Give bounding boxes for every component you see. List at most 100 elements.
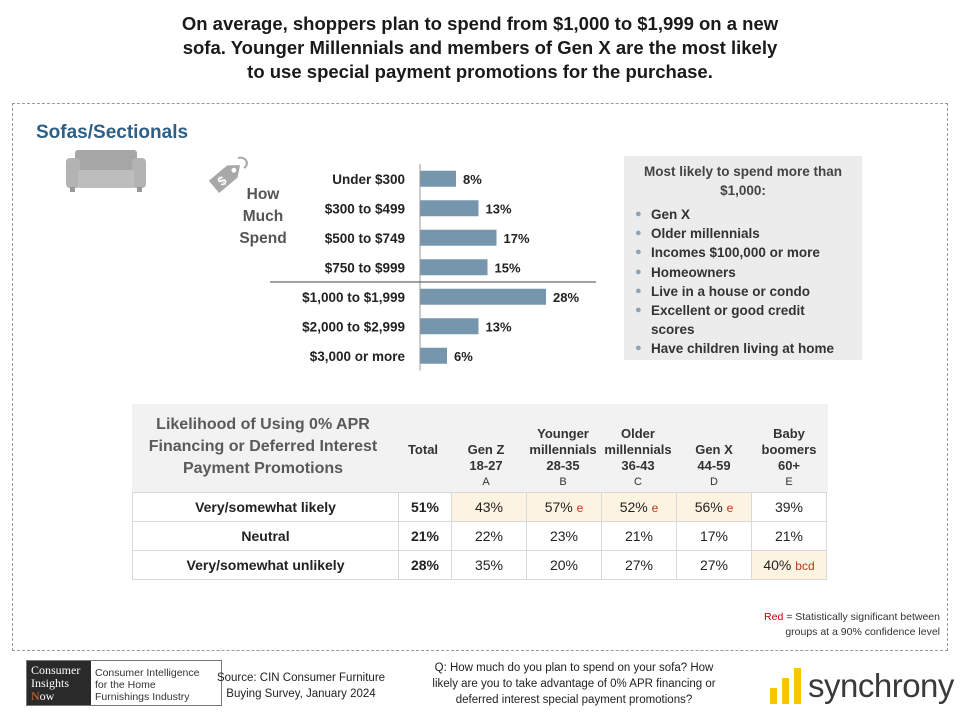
table-cell: 35%	[451, 550, 527, 580]
table-title-line-1: Likelihood of Using 0% APR	[156, 416, 370, 433]
cell-value: 28%	[410, 557, 440, 573]
headline: On average, shoppers plan to spend from …	[150, 12, 810, 84]
bar	[420, 288, 546, 305]
table-cell: 21%	[751, 521, 827, 551]
question-line-3: deferred interest special payment promot…	[455, 694, 693, 706]
how-much-line-1: How	[246, 186, 280, 203]
section-title: Sofas/Sectionals	[36, 122, 189, 143]
likelihood-table: Very/somewhat likely 51% 43% 57% e 52% e…	[132, 492, 827, 580]
cin-logo-mark: Consumer Insights Now	[27, 661, 91, 705]
cin-logo-word: Consumer	[31, 663, 81, 677]
column-header-line: Gen X	[695, 442, 733, 457]
table-cell: 27%	[676, 550, 752, 580]
how-much-line-2: Much	[242, 208, 284, 225]
question-line-2: likely are you to take advantage of 0% A…	[432, 678, 716, 690]
cin-tagline-line: Consumer Intelligence	[95, 667, 200, 679]
source-note: Source: CIN Consumer Furniture Buying Su…	[206, 670, 396, 702]
list-item: ● Incomes $100,000 or more	[634, 243, 852, 262]
synchrony-logo: synchrony	[770, 666, 954, 706]
significance-note-line-1: Red = Statistically significant between	[660, 610, 940, 625]
table-cell: 21%	[601, 521, 677, 551]
cell-value: 43%	[474, 499, 504, 515]
bullet-icon: ●	[635, 342, 642, 355]
list-item: ● Gen X	[634, 205, 852, 224]
bar	[420, 318, 479, 335]
value-label: 13%	[486, 319, 512, 334]
row-label: Neutral	[132, 521, 399, 551]
significance-marker: bcd	[795, 559, 815, 573]
most-likely-list: ● Gen X ● Older millennials ● Incomes $100,…	[634, 205, 852, 359]
headline-line-3: to use special payment promotions for th…	[247, 61, 713, 82]
table-cell: 56% e	[676, 492, 752, 522]
category-label: $1,000 to $1,999	[302, 290, 405, 305]
table-cell: 39%	[751, 492, 827, 522]
bar	[420, 259, 488, 276]
cell-value: 51%	[410, 499, 440, 515]
column-header-line: millennials	[604, 442, 672, 457]
table-cell: 43%	[451, 492, 527, 522]
list-item-text: Excellent or good credit scores	[651, 303, 805, 338]
table-cell: 28%	[398, 550, 452, 580]
column-header-older-millennials: Older millennials 36-43 C	[599, 426, 677, 490]
category-label: Under $300	[332, 172, 405, 187]
column-header-letter: D	[710, 476, 718, 488]
column-header-line: Younger	[537, 426, 589, 441]
column-header-line: Total	[407, 442, 439, 457]
column-header-line: 44-59	[697, 458, 731, 473]
bullet-icon: ●	[635, 246, 642, 259]
most-likely-title: Most likely to spend more than $1,000:	[634, 162, 852, 200]
list-item-text: Older millennials	[651, 226, 760, 242]
column-header-gen-x: Gen X 44-59 D	[677, 442, 751, 490]
list-item: ● Excellent or good credit scores	[634, 301, 852, 339]
value-label: 8%	[463, 172, 482, 187]
headline-line-2: sofa. Younger Millennials and members of…	[182, 37, 778, 58]
bar	[420, 347, 447, 364]
column-header-line: 18-27	[469, 458, 503, 473]
category-label: $3,000 or more	[310, 349, 406, 364]
cin-logo-n: N	[31, 689, 40, 703]
value-label: 17%	[504, 231, 530, 246]
cin-tagline-line: Furnishings Industry	[95, 691, 190, 703]
list-item-text: Live in a house or condo	[651, 283, 811, 299]
significance-marker: e	[576, 501, 584, 515]
cin-logo-word: Insights	[31, 676, 70, 690]
category-label: $750 to $999	[325, 260, 405, 275]
cell-value: 57%	[544, 499, 573, 515]
bullet-icon: ●	[635, 265, 642, 278]
table-cell: 27%	[601, 550, 677, 580]
table-row: Neutral 21% 22% 23% 21% 17% 21%	[132, 521, 827, 551]
significance-marker: e	[726, 501, 734, 515]
column-header-line: 60+	[777, 458, 801, 473]
cell-value: 39%	[774, 499, 804, 515]
cell-value: 21%	[774, 528, 804, 544]
cell-value: 23%	[549, 528, 579, 544]
significance-marker: e	[651, 501, 659, 515]
cell-value: 22%	[474, 528, 504, 544]
list-item-text: Have children living at home	[651, 341, 835, 357]
table-cell: 20%	[526, 550, 602, 580]
list-item-text: Incomes $100,000 or more	[651, 245, 820, 261]
column-header-line: Baby	[773, 426, 805, 441]
table-cell: 57% e	[526, 492, 602, 522]
bullet-icon: ●	[635, 227, 642, 240]
column-header-line: boomers	[761, 442, 817, 457]
table-title-line-2: Financing or Deferred Interest	[148, 438, 378, 455]
sofa-icon	[66, 150, 146, 192]
list-item: ● Older millennials	[634, 224, 852, 243]
cin-logo-word: Now	[31, 690, 87, 703]
cin-logo-tagline: Consumer Intelligence for the Home Furni…	[91, 661, 221, 705]
significance-note: Red = Statistically significant between …	[660, 610, 940, 640]
most-likely-box: Most likely to spend more than $1,000: ●…	[624, 156, 862, 360]
value-label: 28%	[553, 290, 579, 305]
value-label: 15%	[495, 260, 521, 275]
table-header	[132, 404, 828, 492]
table-title-line-3: Payment Promotions	[182, 460, 344, 477]
bullet-icon: ●	[635, 208, 642, 220]
bullet-icon: ●	[635, 304, 642, 317]
cell-value: 27%	[624, 557, 654, 573]
cell-value: 35%	[474, 557, 504, 573]
bar	[420, 229, 497, 246]
cell-value: 21%	[624, 528, 654, 544]
column-header-younger-millennials: Younger millennials 28-35 B	[523, 426, 603, 490]
table-cell: 17%	[676, 521, 752, 551]
